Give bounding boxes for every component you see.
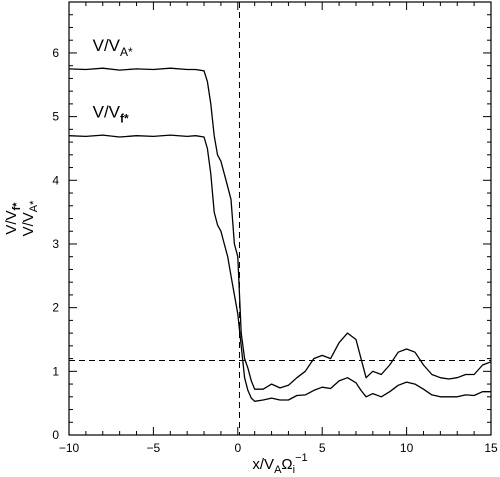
x-tick-label: 5 xyxy=(319,441,326,455)
x-tick-label: 10 xyxy=(400,441,414,455)
series-line-2 xyxy=(68,134,491,402)
series-label-1: V/VA* xyxy=(93,36,133,59)
x-tick-label: 0 xyxy=(234,441,241,455)
y-tick-label: 5 xyxy=(52,110,59,124)
series-lines xyxy=(68,67,492,402)
y-tick-label: 2 xyxy=(52,301,59,315)
y-tick-label: 3 xyxy=(52,237,59,251)
y-axis-label-line2: V/VA* xyxy=(20,200,40,237)
series-label-2: V/Vf* xyxy=(93,103,129,126)
x-tick-label: −10 xyxy=(59,441,80,455)
y-tick-label: 6 xyxy=(52,46,59,60)
series-labels: V/VA* V/Vf* xyxy=(93,36,133,126)
y-axis-label-line1: V/Vf* xyxy=(3,202,23,235)
y-tick-label: 0 xyxy=(52,428,59,442)
axis-ticks: −10 −5 0 5 10 15 0 1 2 3 4 5 6 xyxy=(52,1,498,455)
y-tick-label: 1 xyxy=(52,364,59,378)
x-tick-label: 15 xyxy=(484,441,498,455)
x-tick-label: −5 xyxy=(147,441,161,455)
series-line-1 xyxy=(68,67,492,390)
y-axis-label: V/Vf* V/VA* xyxy=(3,200,40,237)
x-axis-label: x/VAΩi−1 xyxy=(252,452,307,476)
y-tick-label: 4 xyxy=(52,173,59,187)
